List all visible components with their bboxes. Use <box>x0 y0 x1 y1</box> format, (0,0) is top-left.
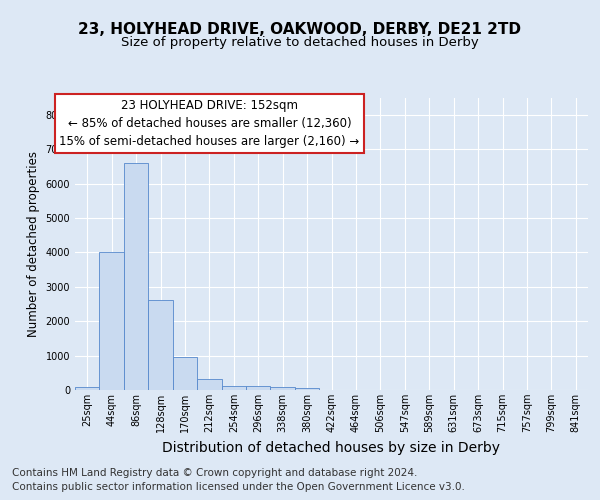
Bar <box>148 300 173 390</box>
Bar <box>221 386 246 390</box>
Bar <box>75 387 100 390</box>
Text: Contains HM Land Registry data © Crown copyright and database right 2024.: Contains HM Land Registry data © Crown c… <box>12 468 418 477</box>
Text: 23, HOLYHEAD DRIVE, OAKWOOD, DERBY, DE21 2TD: 23, HOLYHEAD DRIVE, OAKWOOD, DERBY, DE21… <box>79 22 521 38</box>
X-axis label: Distribution of detached houses by size in Derby: Distribution of detached houses by size … <box>163 440 500 454</box>
Bar <box>100 252 124 390</box>
Bar <box>197 379 221 390</box>
Bar <box>295 388 319 390</box>
Text: 23 HOLYHEAD DRIVE: 152sqm
← 85% of detached houses are smaller (12,360)
15% of s: 23 HOLYHEAD DRIVE: 152sqm ← 85% of detac… <box>59 99 359 148</box>
Bar <box>124 163 148 390</box>
Bar <box>246 386 271 390</box>
Bar <box>173 357 197 390</box>
Text: Size of property relative to detached houses in Derby: Size of property relative to detached ho… <box>121 36 479 49</box>
Text: Contains public sector information licensed under the Open Government Licence v3: Contains public sector information licen… <box>12 482 465 492</box>
Bar <box>271 387 295 390</box>
Y-axis label: Number of detached properties: Number of detached properties <box>27 151 40 337</box>
